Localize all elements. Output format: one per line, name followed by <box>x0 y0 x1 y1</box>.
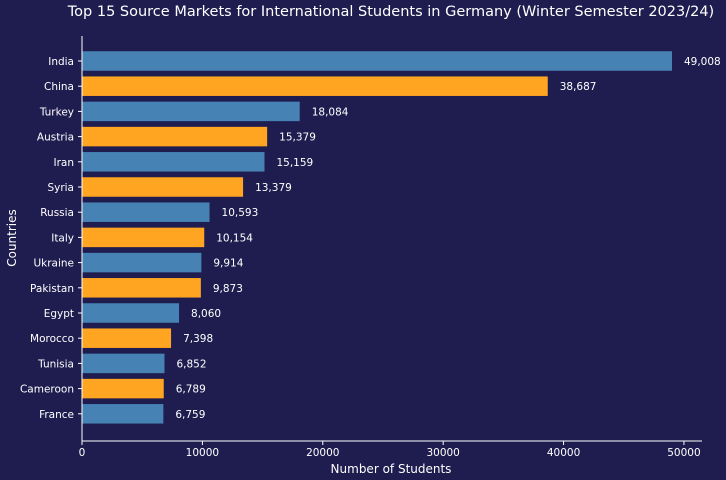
value-label-syria: 13,379 <box>255 182 292 194</box>
value-label-russia: 10,593 <box>222 207 259 219</box>
y-tick-label-syria: Syria <box>47 182 74 194</box>
x-tick-label: 20000 <box>306 447 339 459</box>
y-tick-label-tunisia: Tunisia <box>37 358 74 370</box>
bar-syria <box>82 177 244 197</box>
bar-egypt <box>82 303 180 323</box>
x-axis-label: Number of Students <box>331 462 452 476</box>
x-tick-label: 40000 <box>547 447 580 459</box>
y-tick-label-pakistan: Pakistan <box>30 283 74 295</box>
bar-ukraine <box>82 252 202 273</box>
bar-russia <box>82 202 210 222</box>
y-axis-ticks: India China Turkey Austria Iran Syria Russia It… <box>20 56 82 421</box>
x-axis-ticks: 0 10000 20000 30000 40000 50000 <box>79 441 701 459</box>
value-label-china: 38,687 <box>560 81 597 93</box>
value-label-iran: 15,159 <box>276 157 313 169</box>
bar-turkey <box>82 101 300 122</box>
y-tick-label-morocco: Morocco <box>30 333 74 345</box>
y-tick-label-cameroon: Cameroon <box>20 384 74 396</box>
y-tick-label-russia: Russia <box>40 207 74 219</box>
x-tick-label: 30000 <box>426 447 459 459</box>
bar-tunisia <box>82 353 165 374</box>
value-label-ukraine: 9,914 <box>213 258 243 270</box>
chart-title: Top 15 Source Markets for International … <box>67 4 714 20</box>
bar-china <box>82 76 548 96</box>
x-tick-label: 0 <box>79 447 86 459</box>
bar-pakistan <box>82 278 201 298</box>
value-label-tunisia: 6,852 <box>176 358 206 370</box>
value-labels-group: 49,008 38,687 18,084 15,379 15,159 13,379 10,5… <box>175 56 720 421</box>
bar-cameroon <box>82 378 164 399</box>
value-label-morocco: 7,398 <box>183 333 213 345</box>
bars-group <box>82 51 672 424</box>
bar-morocco <box>82 328 172 348</box>
x-tick-label: 50000 <box>667 447 700 459</box>
value-label-france: 6,759 <box>175 409 205 421</box>
value-label-austria: 15,379 <box>279 132 316 144</box>
value-label-italy: 10,154 <box>216 232 253 244</box>
y-tick-label-iran: Iran <box>53 157 74 169</box>
bar-france <box>82 404 164 424</box>
value-label-egypt: 8,060 <box>191 308 221 320</box>
y-tick-label-egypt: Egypt <box>44 308 74 320</box>
y-tick-label-turkey: Turkey <box>39 106 74 118</box>
y-tick-label-ukraine: Ukraine <box>33 258 74 270</box>
y-tick-label-austria: Austria <box>37 132 74 144</box>
value-label-pakistan: 9,873 <box>213 283 243 295</box>
bar-iran <box>82 152 265 172</box>
bar-italy <box>82 227 205 248</box>
value-label-cameroon: 6,789 <box>176 384 206 396</box>
value-label-turkey: 18,084 <box>312 106 349 118</box>
bar-india <box>82 51 672 71</box>
y-tick-label-france: France <box>39 409 74 421</box>
bar-austria <box>82 126 268 147</box>
y-axis-label: Countries <box>5 209 19 267</box>
y-tick-label-china: China <box>44 81 74 93</box>
y-tick-label-india: India <box>48 56 74 68</box>
y-tick-label-italy: Italy <box>51 232 74 244</box>
value-label-india: 49,008 <box>684 56 721 68</box>
x-tick-label: 10000 <box>186 447 219 459</box>
